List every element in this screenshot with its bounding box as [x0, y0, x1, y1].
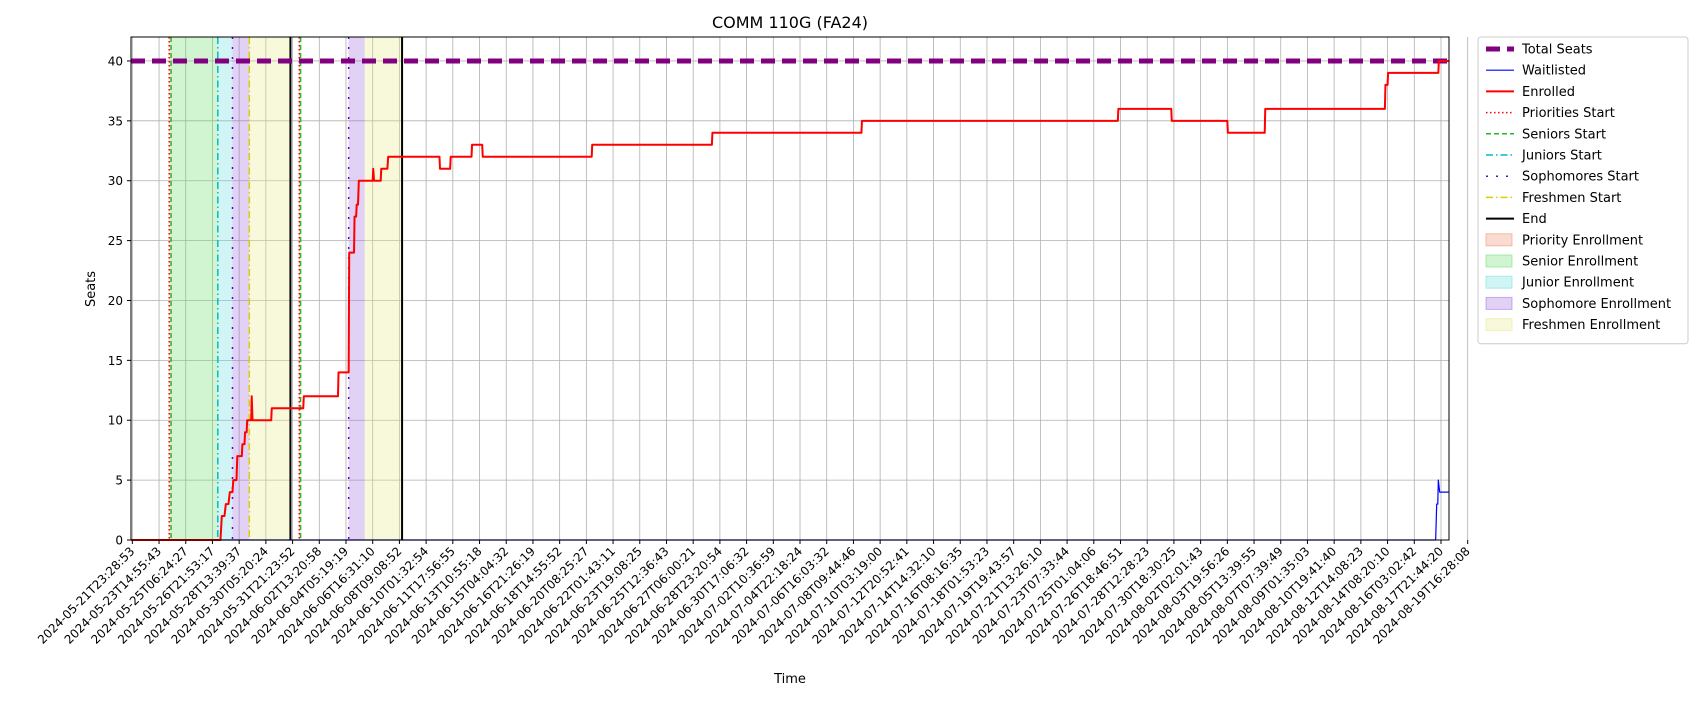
freshmen-enrollment-span: [249, 37, 291, 540]
freshmen-enrollment-swatch: [1485, 318, 1513, 332]
y-tick-label: 40: [108, 54, 123, 68]
junior-enrollment-swatch: [1485, 275, 1513, 289]
freshmen-enrollment-span: [364, 37, 403, 540]
junior-enrollment-span: [217, 37, 233, 540]
enrolled-line: [131, 59, 1449, 541]
y-tick-label: 30: [108, 174, 123, 188]
senior-enrollment-swatch: [1485, 254, 1513, 268]
x-axis-label: Time: [773, 672, 806, 687]
legend: Total Seats Waitlisted Enrolled Priorities …: [1477, 36, 1689, 345]
legend-box: [1477, 36, 1689, 345]
legend-label: Freshmen Enrollment: [1522, 318, 1660, 333]
legend-label: Enrolled: [1522, 85, 1575, 100]
sophomore-enrollment-span: [348, 37, 365, 540]
sophomore-enrollment-swatch: [1485, 296, 1513, 310]
priority-enrollment-swatch: [1485, 233, 1513, 247]
priority-enrollment-span: [169, 37, 172, 540]
legend-label: Priority Enrollment: [1522, 233, 1643, 248]
legend-label: Freshmen Start: [1522, 191, 1621, 206]
legend-label: Waitlisted: [1522, 64, 1586, 79]
y-tick-label: 10: [108, 414, 123, 428]
sophomore-enrollment-span: [232, 37, 250, 540]
y-tick-label: 5: [115, 474, 123, 488]
y-axis-label: Seats: [84, 271, 99, 307]
y-tick-label: 20: [108, 294, 123, 308]
legend-label: Senior Enrollment: [1522, 255, 1638, 270]
legend-label: End: [1522, 212, 1547, 227]
legend-label: Sophomores Start: [1522, 170, 1639, 185]
chart-title: COMM 110G (FA24): [712, 13, 868, 32]
legend-label: Junior Enrollment: [1521, 276, 1634, 291]
senior-enrollment-span: [171, 37, 218, 540]
y-tick-label: 0: [115, 534, 123, 548]
grid: [131, 37, 1469, 541]
plot-frame: [130, 36, 1450, 541]
legend-label: Total Seats: [1521, 43, 1593, 58]
legend-label: Sophomore Enrollment: [1522, 297, 1671, 312]
y-tick-label: 15: [108, 354, 123, 368]
legend-label: Priorities Start: [1522, 106, 1615, 121]
y-tick-label: 25: [108, 234, 123, 248]
legend-label: Juniors Start: [1521, 149, 1602, 164]
waitlisted-line: [131, 479, 1449, 541]
enrollment-periods: [169, 37, 403, 540]
legend-label: Seniors Start: [1522, 127, 1606, 142]
y-tick-label: 35: [108, 114, 123, 128]
